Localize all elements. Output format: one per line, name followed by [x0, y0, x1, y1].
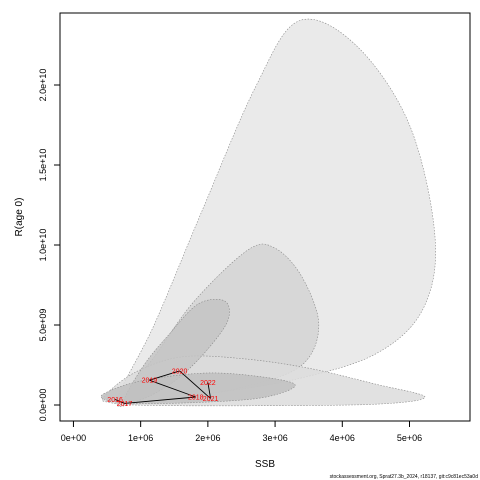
trajectory-segment	[149, 370, 180, 381]
year-label-2020: 2020	[172, 368, 188, 375]
trajectory-lines	[114, 370, 212, 404]
y-axis: 0.0e+00 5.0e+09 1.0e+10 1.5e+10 2.0e+10	[38, 69, 61, 422]
trajectory-segment	[114, 398, 125, 404]
x-axis: 0e+00 1e+06 2e+06 3e+06 4e+06 5e+06	[61, 420, 422, 443]
y-axis-title: R(age 0)	[14, 198, 25, 237]
year-label-2017: 2017	[117, 401, 133, 408]
y-tick-label: 0.0e+00	[38, 389, 48, 422]
year-label-2019: 2019	[142, 378, 158, 385]
trajectory-segment	[149, 379, 196, 398]
x-tick-label: 0e+00	[61, 433, 86, 443]
y-tick-label: 5.0e+09	[38, 309, 48, 342]
x-tick-label: 3e+06	[262, 433, 287, 443]
x-tick-label: 1e+06	[128, 433, 153, 443]
x-axis-title: SSB	[255, 459, 275, 470]
trajectory-segment	[179, 370, 211, 399]
year-label-2022: 2022	[200, 380, 216, 387]
year-label-2016: 2016	[107, 397, 123, 404]
x-tick-label: 5e+06	[397, 433, 422, 443]
trajectory-segment	[124, 396, 196, 404]
footnote: stockassessment.org, Sprat27.3b_2024, r1…	[330, 474, 479, 480]
trajectory-segment	[207, 382, 212, 399]
x-tick-label: 4e+06	[330, 433, 355, 443]
x-tick-label: 2e+06	[195, 433, 220, 443]
y-tick-label: 1.5e+10	[38, 149, 48, 182]
year-label-2021: 2021	[203, 396, 219, 403]
y-tick-label: 2.0e+10	[38, 69, 48, 102]
y-tick-label: 1.0e+10	[38, 229, 48, 262]
year-label-2018: 2018	[188, 395, 204, 402]
region-mid	[123, 298, 230, 404]
